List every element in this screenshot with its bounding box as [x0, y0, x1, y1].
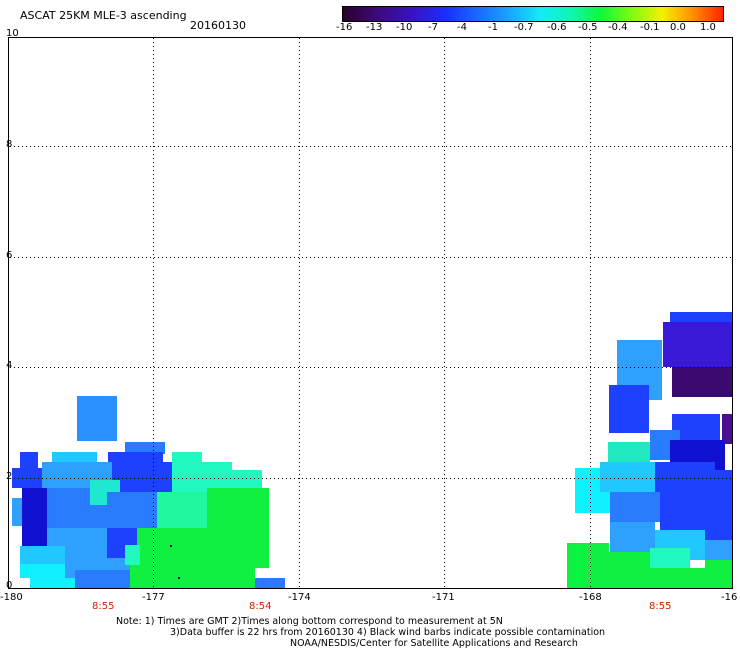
x-axis-label: -168: [579, 592, 602, 603]
colorbar-labels: -16 -13 -10 -7 -4 -1 -0.7 -0.6 -0.5 -0.4…: [336, 22, 724, 34]
map-title: ASCAT 25KM MLE-3 ascending: [20, 9, 187, 22]
footer-note-1: Note: 1) Times are GMT 2)Times along bot…: [116, 616, 503, 627]
colorbar-label: -0.5: [578, 22, 598, 33]
footer-note-2: 3)Data buffer is 22 hrs from 20160130 4)…: [170, 627, 606, 638]
plot-frame: [8, 37, 733, 589]
colorbar-label: -16: [336, 22, 353, 33]
x-axis-label: -177: [142, 592, 165, 603]
colorbar-label: -0.1: [640, 22, 660, 33]
y-axis-label: 10: [6, 28, 19, 39]
colorbar-label: 0.0: [670, 22, 686, 33]
x-axis-label: -16: [721, 592, 738, 603]
y-axis-label: 8: [6, 139, 13, 150]
x-axis-label: -171: [432, 592, 455, 603]
left-wind-swath: [12, 396, 285, 588]
colorbar-label: -4: [457, 22, 467, 33]
map-date: 20160130: [190, 19, 246, 32]
x-axis-label: -180: [0, 592, 23, 603]
colorbar-label: -7: [428, 22, 438, 33]
colorbar-label: -13: [366, 22, 383, 33]
map-gridlines: [10, 38, 732, 588]
y-axis-label: 2: [6, 471, 13, 482]
right-wind-swath: [567, 312, 732, 588]
colorbar-label: -0.6: [547, 22, 567, 33]
y-axis-label: 6: [6, 250, 13, 261]
colorbar-label: -0.4: [608, 22, 628, 33]
colorbar: [342, 6, 724, 22]
colorbar-label: -0.7: [514, 22, 534, 33]
footer-credit: NOAA/NESDIS/Center for Satellite Applica…: [290, 638, 578, 649]
pass-time-label: 8:55: [649, 601, 672, 612]
pass-time-label: 8:55: [92, 601, 115, 612]
contamination-mark: [178, 577, 180, 579]
colorbar-label: -1: [488, 22, 498, 33]
colorbar-label: 1.0: [700, 22, 716, 33]
colorbar-label: -10: [396, 22, 413, 33]
y-axis-label: 4: [6, 360, 13, 371]
contamination-mark: [170, 545, 172, 547]
pass-time-label: 8:54: [249, 601, 272, 612]
x-axis-label: -174: [288, 592, 311, 603]
y-axis-label: 0: [6, 580, 13, 591]
